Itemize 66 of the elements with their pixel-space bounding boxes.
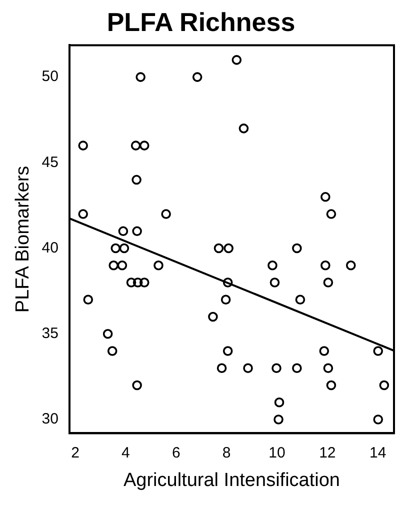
point xyxy=(319,346,330,356)
point xyxy=(373,414,384,424)
chart-title: PLFA Richness xyxy=(106,6,296,37)
point xyxy=(161,209,171,219)
point xyxy=(154,260,164,270)
point xyxy=(320,192,330,202)
point xyxy=(323,363,334,374)
point xyxy=(132,380,142,390)
point xyxy=(110,243,121,254)
x-tick-label: 12 xyxy=(319,444,336,462)
point xyxy=(292,243,302,254)
x-axis-title: Agricultural Intensification xyxy=(123,470,340,491)
point xyxy=(270,278,280,288)
point xyxy=(83,294,94,305)
point xyxy=(126,278,136,288)
x-tick-label: 6 xyxy=(172,444,180,462)
point xyxy=(274,414,284,424)
point xyxy=(326,209,336,219)
x-tick-label: 14 xyxy=(370,444,386,462)
point xyxy=(78,140,88,150)
y-tick-label: 45 xyxy=(42,154,58,171)
point xyxy=(220,294,231,305)
point xyxy=(132,226,142,236)
point xyxy=(132,278,143,288)
point xyxy=(268,260,278,270)
point xyxy=(373,346,384,356)
point xyxy=(208,312,218,322)
point xyxy=(214,243,224,254)
point xyxy=(222,278,233,288)
point xyxy=(232,55,242,65)
point xyxy=(323,278,334,288)
y-tick-label: 40 xyxy=(42,239,58,256)
point xyxy=(139,278,150,288)
point xyxy=(320,260,330,270)
point xyxy=(130,140,141,150)
point xyxy=(224,243,234,254)
point xyxy=(274,397,284,408)
x-tick-label: 4 xyxy=(122,444,130,462)
point xyxy=(346,260,356,270)
point xyxy=(108,260,119,270)
point xyxy=(139,140,150,150)
point xyxy=(292,363,302,374)
point xyxy=(118,226,128,236)
point xyxy=(107,346,118,356)
point xyxy=(117,260,128,270)
point xyxy=(216,363,227,374)
point xyxy=(192,72,202,82)
point xyxy=(78,209,88,219)
y-tick-label: 30 xyxy=(42,410,58,428)
point xyxy=(222,346,233,356)
point xyxy=(132,174,142,185)
point xyxy=(326,380,336,390)
point xyxy=(102,328,113,339)
point xyxy=(136,72,146,82)
y-tick-label: 35 xyxy=(42,325,58,342)
point xyxy=(243,363,253,374)
point xyxy=(272,363,282,374)
x-tick-label: 2 xyxy=(71,444,80,462)
y-tick-label: 50 xyxy=(42,68,58,86)
x-tick-label: 10 xyxy=(268,444,286,462)
point xyxy=(119,243,130,254)
y-axis-title: PLFA Biomarkers xyxy=(12,166,34,313)
point xyxy=(379,380,390,390)
x-tick-label: 8 xyxy=(222,444,231,462)
point xyxy=(238,124,249,134)
point xyxy=(295,294,306,305)
